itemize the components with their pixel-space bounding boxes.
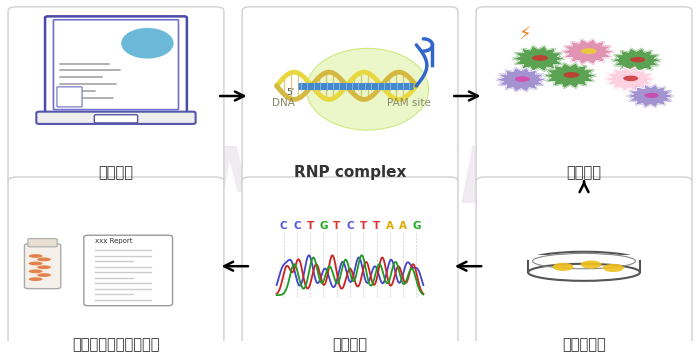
Polygon shape [496, 68, 546, 92]
Ellipse shape [603, 264, 624, 272]
FancyBboxPatch shape [242, 7, 458, 185]
Ellipse shape [623, 76, 638, 81]
Text: RNP complex: RNP complex [294, 165, 406, 180]
FancyBboxPatch shape [8, 7, 224, 185]
Ellipse shape [515, 76, 530, 82]
Polygon shape [611, 48, 662, 72]
Text: ⚡: ⚡ [518, 26, 531, 44]
FancyBboxPatch shape [94, 115, 138, 123]
Ellipse shape [29, 254, 43, 258]
Text: G: G [412, 221, 421, 231]
Ellipse shape [552, 263, 573, 271]
Text: 单克隆形成: 单克隆形成 [562, 337, 606, 352]
Text: NMOCELL: NMOCELL [141, 143, 559, 219]
Ellipse shape [37, 265, 51, 269]
FancyBboxPatch shape [476, 177, 692, 352]
Text: G: G [319, 221, 328, 231]
Ellipse shape [121, 28, 174, 58]
Ellipse shape [37, 258, 51, 261]
Text: A: A [386, 221, 394, 231]
FancyBboxPatch shape [527, 255, 640, 274]
FancyBboxPatch shape [53, 20, 178, 109]
Text: PAM site: PAM site [387, 98, 431, 108]
FancyBboxPatch shape [28, 239, 57, 247]
Ellipse shape [630, 57, 645, 62]
Text: C: C [293, 221, 301, 231]
Text: xxx Report: xxx Report [95, 238, 132, 244]
Text: T: T [307, 221, 314, 231]
Ellipse shape [580, 260, 601, 269]
Text: 设计方案: 设计方案 [99, 165, 134, 180]
Text: 5': 5' [286, 88, 294, 97]
Polygon shape [543, 63, 596, 88]
Ellipse shape [29, 269, 43, 273]
FancyBboxPatch shape [84, 235, 173, 306]
FancyBboxPatch shape [45, 16, 187, 114]
Text: 质检冻存（提供报告）: 质检冻存（提供报告） [72, 337, 160, 352]
FancyBboxPatch shape [57, 87, 82, 107]
FancyBboxPatch shape [36, 112, 195, 124]
Polygon shape [604, 67, 655, 91]
FancyBboxPatch shape [242, 177, 458, 352]
Text: T: T [373, 221, 380, 231]
Text: T: T [333, 221, 340, 231]
FancyBboxPatch shape [8, 177, 224, 352]
FancyBboxPatch shape [25, 244, 61, 289]
Ellipse shape [37, 273, 51, 277]
Ellipse shape [29, 262, 43, 265]
Ellipse shape [564, 72, 580, 78]
FancyBboxPatch shape [476, 7, 692, 185]
Polygon shape [561, 39, 614, 64]
Ellipse shape [532, 55, 548, 61]
Polygon shape [512, 46, 565, 71]
Text: A: A [399, 221, 407, 231]
Text: T: T [360, 221, 367, 231]
Text: 细胞转染: 细胞转染 [566, 165, 601, 180]
Ellipse shape [29, 277, 43, 281]
Ellipse shape [528, 252, 640, 270]
Ellipse shape [645, 93, 659, 98]
Ellipse shape [307, 48, 428, 130]
Text: C: C [280, 221, 288, 231]
Text: 测序验证: 测序验证 [332, 337, 368, 352]
Ellipse shape [581, 48, 597, 54]
Polygon shape [626, 85, 674, 107]
Text: DNA: DNA [272, 98, 295, 108]
Text: C: C [346, 221, 354, 231]
